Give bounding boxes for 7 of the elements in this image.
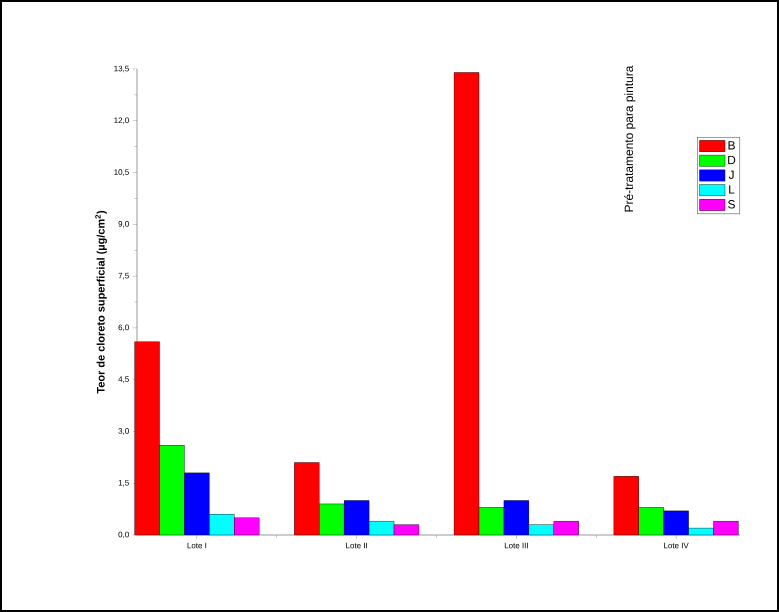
legend-label: B: [728, 141, 735, 150]
annotation: Pré-tratamento para pintura: [624, 66, 636, 212]
legend-label: L: [729, 185, 734, 194]
legend-label: S: [728, 200, 735, 208]
y-axis-title: Teor de cloreto superficial (µg/cm$^{2}$): [95, 210, 107, 394]
legend-label: D: [728, 156, 736, 164]
legend-label: J: [728, 170, 734, 179]
